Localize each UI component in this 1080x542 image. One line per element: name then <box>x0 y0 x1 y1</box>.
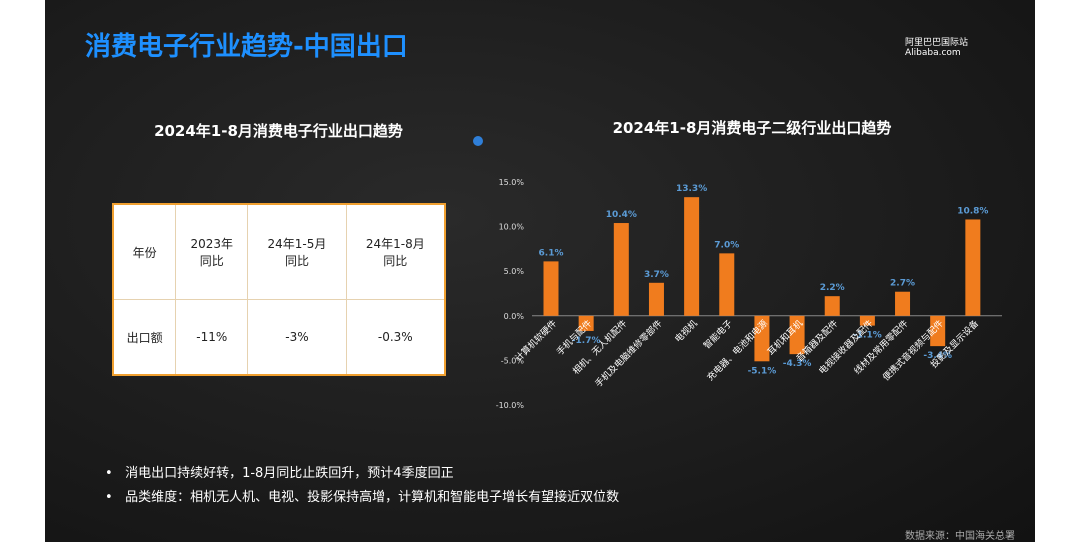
decor-dot <box>473 136 483 146</box>
x-tick-label: 计算机软硬件 <box>512 317 559 364</box>
x-tick-label: 智能电子 <box>701 317 735 351</box>
value-label: 7.0% <box>714 240 739 250</box>
header-cell: 年份 <box>112 203 177 300</box>
bar <box>965 219 981 316</box>
cell: -0.3% <box>345 299 446 376</box>
header-cell: 24年1-5月 同比 <box>247 203 347 300</box>
cell: -11% <box>175 299 249 376</box>
header-cell: 24年1-8月 同比 <box>345 203 446 300</box>
value-label: -1.1% <box>853 331 882 341</box>
bar <box>648 282 664 316</box>
cell: 出口额 <box>112 299 177 376</box>
bullet: • 消电出口持续好转，1-8月同比止跌回升，预计4季度回正 <box>105 466 454 481</box>
value-label: 10.4% <box>606 210 637 220</box>
bar <box>719 253 735 316</box>
bullet-text: 品类维度：相机无人机、电视、投影保持高增，计算机和智能电子增长有望接近双位数 <box>125 490 620 505</box>
bar <box>930 315 946 347</box>
bar <box>895 291 911 316</box>
source: 数据来源：中国海关总署 <box>905 531 1015 542</box>
value-label: -4.3% <box>783 359 812 369</box>
slide-title: 消费电子行业趋势-中国出口 <box>85 32 408 62</box>
y-tick-label: 5.0% <box>504 267 525 276</box>
y-tick-label: 0.0% <box>504 312 525 321</box>
bar <box>578 315 594 331</box>
logo: 阿里巴巴国际站 Alibaba.com <box>905 38 968 58</box>
bar <box>789 315 805 355</box>
value-label: 2.2% <box>820 283 845 293</box>
bar <box>684 197 700 316</box>
logo-site: Alibaba.com <box>905 48 961 58</box>
logo-name: 阿里巴巴国际站 <box>905 38 969 48</box>
table-title: 2024年1-8月消费电子行业出口趋势 <box>154 122 403 140</box>
value-label: 3.7% <box>644 270 669 280</box>
value-label: -3.4% <box>923 351 952 361</box>
value-label: 13.3% <box>676 184 707 194</box>
table: 年份 2023年 同比 24年1-5月 同比 24年1-8月 同比 出口额 -11% -3… <box>112 203 446 376</box>
bar <box>543 261 559 316</box>
value-label: 6.1% <box>539 248 564 258</box>
bullet-text: 消电出口持续好转，1-8月同比止跌回升，预计4季度回正 <box>125 466 454 481</box>
value-label: 10.8% <box>957 206 988 216</box>
x-tick-label: 手机及电脑维修零部件 <box>592 317 664 389</box>
bar <box>859 315 875 326</box>
y-tick-label: 15.0% <box>499 178 525 187</box>
value-label: 2.7% <box>890 279 915 289</box>
cell: -3% <box>247 299 347 376</box>
value-label: -5.1% <box>748 366 777 376</box>
header-cell: 2023年 同比 <box>175 203 249 300</box>
bar <box>754 315 770 362</box>
chart-title: 2024年1-8月消费电子二级行业出口趋势 <box>613 119 892 137</box>
bar <box>613 223 629 316</box>
bar <box>824 296 840 316</box>
y-tick-label: 10.0% <box>499 223 525 232</box>
x-tick-label: 电视机 <box>672 317 700 345</box>
y-tick-label: -5.0% <box>501 356 525 365</box>
value-label: -1.7% <box>572 336 601 346</box>
y-tick-label: -10.0% <box>496 401 525 410</box>
bullet: • 品类维度：相机无人机、电视、投影保持高增，计算机和智能电子增长有望接近双位数 <box>105 490 620 505</box>
